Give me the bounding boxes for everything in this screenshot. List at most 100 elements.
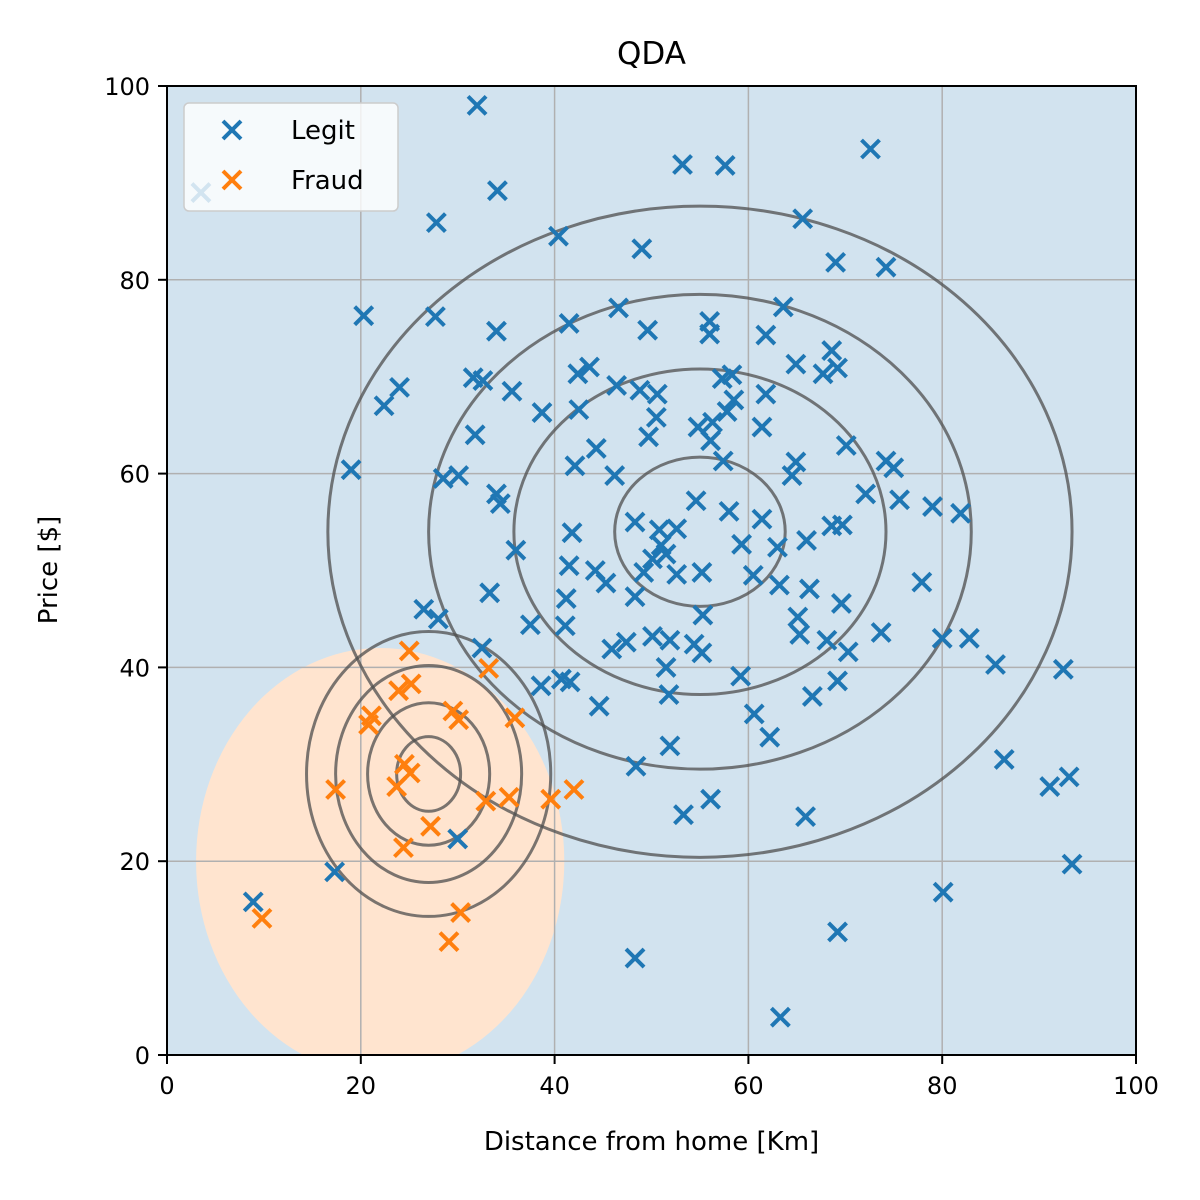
fraud-point bbox=[563, 779, 585, 800]
legit-point bbox=[432, 468, 454, 489]
legit-point bbox=[835, 435, 857, 456]
legit-point bbox=[413, 598, 435, 620]
legit-point bbox=[585, 437, 607, 459]
legit-point bbox=[751, 416, 773, 438]
legit-point bbox=[425, 212, 447, 234]
legit-point bbox=[731, 533, 753, 555]
legit-point bbox=[624, 511, 646, 533]
legit-point bbox=[831, 514, 853, 536]
legit-point bbox=[568, 399, 590, 421]
legit-point bbox=[723, 389, 745, 411]
y-tick-label: 100 bbox=[104, 73, 150, 101]
legit-point bbox=[860, 138, 881, 160]
legend-label-legit: Legit bbox=[291, 116, 355, 146]
legit-point bbox=[932, 881, 954, 903]
legit-point bbox=[730, 665, 752, 687]
legit-point bbox=[769, 1006, 791, 1028]
legit-point bbox=[471, 637, 493, 659]
fraud-point bbox=[325, 779, 347, 800]
legit-point bbox=[742, 564, 764, 586]
legit-point bbox=[579, 356, 600, 378]
x-tick-label: 40 bbox=[539, 1072, 570, 1100]
plot-area bbox=[167, 86, 1136, 1055]
legit-point bbox=[615, 631, 637, 653]
legit-point bbox=[633, 562, 655, 583]
legit-point bbox=[646, 383, 668, 405]
legit-point bbox=[324, 861, 346, 883]
legit-point bbox=[564, 455, 586, 477]
fraud-contour bbox=[334, 663, 524, 885]
density-contours bbox=[305, 204, 1074, 918]
legit-point bbox=[702, 411, 723, 433]
legit-point bbox=[922, 496, 943, 517]
legit-point bbox=[624, 947, 646, 969]
legend-marker-fraud-x bbox=[221, 169, 243, 191]
legit-point bbox=[448, 465, 470, 486]
legit-point bbox=[1058, 766, 1080, 788]
legit-point bbox=[606, 375, 628, 396]
legit-point bbox=[554, 615, 576, 637]
fraud-contour bbox=[366, 701, 492, 847]
fraud-contour bbox=[305, 630, 553, 918]
legit-point bbox=[801, 686, 823, 707]
data-points bbox=[190, 94, 1083, 1028]
fraud-point bbox=[393, 837, 414, 859]
legit-point bbox=[588, 695, 610, 717]
legit-point bbox=[242, 891, 264, 913]
legit-point bbox=[699, 323, 721, 345]
legit-point bbox=[666, 563, 688, 585]
legit-point bbox=[505, 539, 527, 561]
fraud-point bbox=[398, 640, 420, 662]
legit-point bbox=[558, 555, 580, 577]
y-axis-label: Price [$] bbox=[34, 516, 64, 625]
x-tick-label: 100 bbox=[1113, 1072, 1159, 1100]
legit-point bbox=[772, 296, 794, 318]
legit-point bbox=[718, 500, 740, 522]
legit-point bbox=[673, 804, 694, 826]
fraud-region bbox=[196, 648, 565, 1055]
legit-point bbox=[531, 402, 553, 423]
legit-point bbox=[785, 451, 807, 473]
fraud-point bbox=[420, 815, 441, 837]
fraud-point bbox=[504, 707, 526, 729]
legit-contour bbox=[427, 292, 973, 771]
legit-point bbox=[601, 638, 623, 660]
fraud-point bbox=[478, 657, 500, 679]
legit-point bbox=[373, 395, 395, 417]
legit-point bbox=[479, 582, 501, 604]
legit-point bbox=[487, 180, 508, 202]
legit-point bbox=[637, 319, 659, 341]
legit-point bbox=[716, 401, 738, 422]
fraud-point bbox=[251, 907, 273, 929]
legit-point bbox=[911, 571, 933, 593]
legit-contour bbox=[613, 455, 787, 608]
legit-point bbox=[558, 312, 580, 334]
legit-point bbox=[767, 536, 788, 558]
chart-title: QDA bbox=[617, 36, 686, 72]
legit-point bbox=[950, 502, 972, 524]
fraud-point bbox=[438, 931, 460, 953]
legit-point bbox=[958, 627, 980, 649]
fraud-point bbox=[388, 680, 410, 702]
legit-point bbox=[655, 543, 677, 565]
legit-point bbox=[519, 614, 541, 636]
legit-point bbox=[666, 518, 688, 540]
legit-point bbox=[1039, 776, 1061, 798]
legit-point bbox=[638, 426, 660, 448]
legit-point bbox=[501, 380, 523, 402]
fraud-point bbox=[386, 776, 408, 798]
legit-point bbox=[743, 703, 765, 725]
x-tick-label: 20 bbox=[346, 1072, 377, 1100]
legit-point bbox=[827, 357, 848, 379]
legit-point bbox=[659, 735, 681, 757]
legit-point bbox=[825, 251, 847, 273]
legit-point bbox=[816, 629, 838, 651]
legit-point bbox=[931, 627, 953, 649]
fraud-point bbox=[400, 673, 422, 695]
fraud-point bbox=[498, 786, 520, 808]
legend-label-fraud: Fraud bbox=[291, 166, 364, 196]
legit-point bbox=[768, 574, 790, 596]
legit-point bbox=[604, 465, 626, 486]
legit-point bbox=[712, 450, 734, 472]
